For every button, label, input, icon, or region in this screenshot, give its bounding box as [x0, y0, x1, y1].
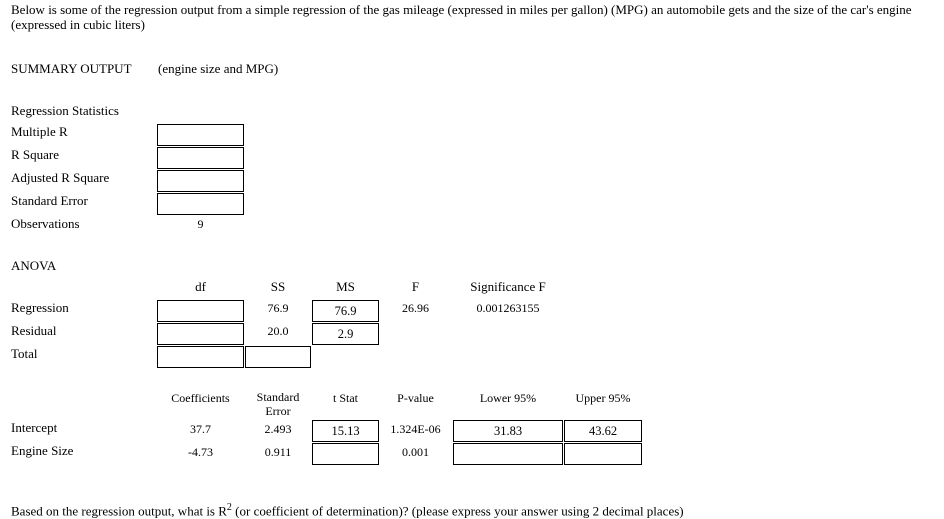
engine-size-lower-95-input[interactable] — [453, 443, 563, 465]
label-r-square: R Square — [11, 147, 60, 162]
coef-row-intercept-label: Intercept — [11, 420, 58, 435]
label-adjusted-r-square: Adjusted R Square — [11, 170, 110, 185]
residual-ms-value: 2.9 — [312, 323, 379, 345]
question-text: Based on the regression output, what is … — [11, 500, 684, 519]
anova-header-significance-f: Significance F — [470, 279, 546, 294]
regression-f-value: 26.96 — [402, 301, 429, 315]
intercept-upper-95-value: 43.62 — [564, 420, 642, 442]
question-before: Based on the regression output, what is … — [11, 503, 227, 519]
summary-subtitle: (engine size and MPG) — [158, 61, 279, 76]
residual-ss-value: 20.0 — [267, 324, 289, 338]
label-multiple-r: Multiple R — [11, 124, 68, 139]
coef-header-standard-error-line2: Error — [265, 404, 291, 418]
coef-header-p-value: P-value — [397, 391, 434, 405]
anova-row-total-label: Total — [11, 346, 38, 361]
label-standard-error: Standard Error — [11, 193, 88, 208]
coef-row-engine-size-label: Engine Size — [11, 443, 74, 458]
regression-df-input[interactable] — [157, 300, 244, 322]
residual-df-input[interactable] — [157, 323, 244, 345]
intercept-lower-95-value: 31.83 — [453, 420, 563, 442]
standard-error-input[interactable] — [157, 193, 244, 215]
total-df-input[interactable] — [157, 346, 244, 368]
coef-header-upper-95: Upper 95% — [575, 391, 631, 405]
anova-header-f: F — [411, 279, 420, 294]
engine-size-standard-error-value: 0.911 — [264, 445, 292, 459]
regression-ss-value: 76.9 — [267, 301, 289, 315]
anova-heading: ANOVA — [11, 258, 57, 273]
coef-header-t-stat: t Stat — [332, 391, 358, 405]
observations-value: 9 — [197, 217, 204, 231]
coef-header-lower-95: Lower 95% — [479, 391, 537, 405]
intercept-coefficient-value: 37.7 — [190, 422, 211, 436]
question-superscript: 2 — [226, 502, 232, 513]
regression-statistics-heading: Regression Statistics — [11, 103, 119, 118]
summary-heading: SUMMARY OUTPUT — [11, 61, 132, 76]
anova-header-df: df — [195, 279, 206, 294]
intercept-standard-error-value: 2.493 — [264, 422, 292, 436]
regression-ms-value: 76.9 — [312, 300, 379, 322]
regression-significance-f-value: 0.001263155 — [476, 301, 540, 315]
engine-size-coefficient-value: -4.73 — [188, 445, 213, 459]
total-ss-input[interactable] — [245, 346, 311, 368]
adjusted-r-square-input[interactable] — [157, 170, 244, 192]
question-after: (or coefficient of determination)? (plea… — [231, 503, 684, 519]
engine-size-p-value: 0.001 — [402, 445, 429, 459]
coef-header-coefficients: Coefficients — [171, 391, 230, 405]
multiple-r-input[interactable] — [157, 124, 244, 146]
anova-header-ss: SS — [270, 279, 286, 294]
label-observations: Observations — [11, 216, 80, 231]
coef-header-standard-error: Standard Error — [245, 390, 311, 418]
intercept-t-stat-value: 15.13 — [312, 420, 379, 442]
anova-row-residual-label: Residual — [11, 323, 57, 338]
r-square-input[interactable] — [157, 147, 244, 169]
anova-header-ms: MS — [336, 279, 355, 294]
coef-header-standard-error-line1: Standard — [256, 390, 300, 404]
intro-text: Below is some of the regression output f… — [11, 2, 912, 32]
engine-size-upper-95-input[interactable] — [564, 443, 642, 465]
engine-size-t-stat-input[interactable] — [312, 443, 379, 465]
anova-row-regression-label: Regression — [11, 300, 69, 315]
intercept-p-value: 1.324E-06 — [390, 422, 441, 436]
